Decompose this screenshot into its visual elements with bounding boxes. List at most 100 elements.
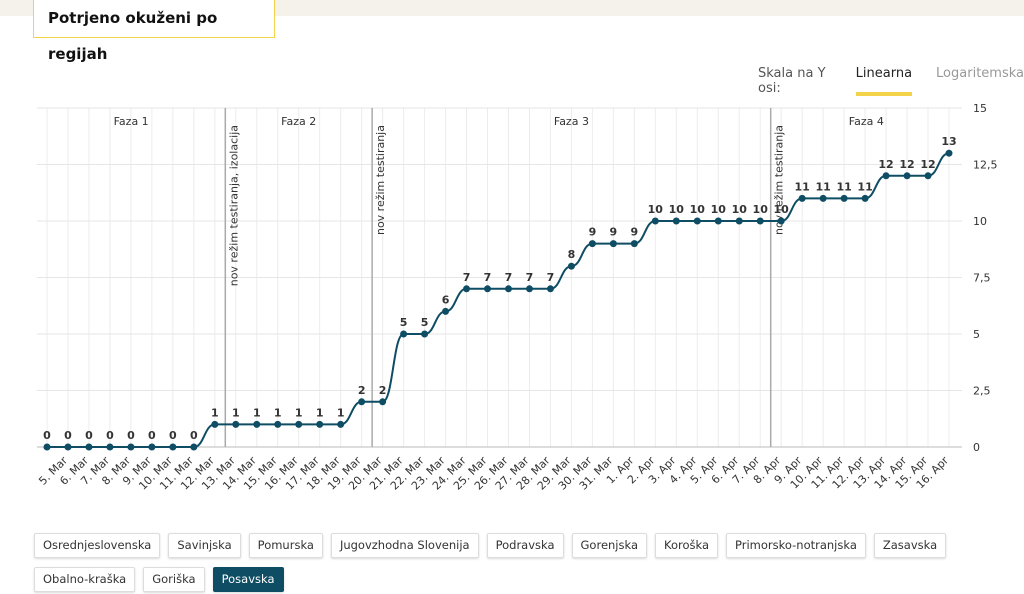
data-point (295, 420, 303, 428)
data-label: 11 (815, 180, 830, 193)
data-label: 1 (316, 406, 324, 419)
region-button[interactable]: Koroška (655, 533, 719, 558)
data-point (840, 194, 848, 202)
data-label: 11 (857, 180, 872, 193)
data-label: 6 (442, 293, 450, 306)
region-button[interactable]: Savinjska (168, 533, 241, 558)
data-point (484, 285, 492, 293)
marker-label: nov režim testiranja (374, 125, 387, 235)
data-label: 10 (648, 203, 664, 216)
data-label: 1 (337, 406, 345, 419)
data-label: 1 (232, 406, 240, 419)
data-point (609, 240, 617, 248)
data-point (400, 330, 408, 338)
data-label: 13 (941, 135, 956, 148)
data-label: 10 (669, 203, 685, 216)
phase-label: Faza 2 (281, 115, 316, 128)
data-label: 1 (295, 406, 303, 419)
data-point (504, 285, 512, 293)
region-button[interactable]: Obalno-kraška (34, 567, 136, 592)
data-point (421, 330, 429, 338)
data-point (630, 240, 638, 248)
data-point (525, 285, 533, 293)
data-label: 12 (920, 158, 935, 171)
data-point (127, 443, 135, 451)
data-point (442, 307, 450, 315)
data-label: 10 (732, 203, 748, 216)
data-point (777, 217, 785, 225)
region-buttons: Osrednjeslovenska Savinjska Pomurska Jugovz… (34, 533, 974, 592)
region-button[interactable]: Goriška (143, 567, 205, 592)
data-point (211, 420, 219, 428)
region-button[interactable]: Posavska (212, 567, 284, 592)
data-label: 9 (589, 226, 597, 239)
data-label: 7 (484, 271, 492, 284)
region-button[interactable]: Podravska (486, 533, 564, 558)
data-point (693, 217, 701, 225)
region-button[interactable]: Pomurska (248, 533, 323, 558)
y-tick-label: 10 (973, 215, 987, 228)
data-point (43, 443, 51, 451)
data-point (463, 285, 471, 293)
region-button[interactable]: Gorenjska (571, 533, 647, 558)
data-label: 5 (421, 316, 429, 329)
data-label: 0 (43, 429, 51, 442)
data-label: 7 (463, 271, 471, 284)
data-label: 7 (547, 271, 555, 284)
y-tick-label: 7,5 (973, 272, 991, 285)
data-point (190, 443, 198, 451)
region-button[interactable]: Zasavska (873, 533, 947, 558)
data-point (232, 420, 240, 428)
data-label: 10 (774, 203, 790, 216)
data-label: 2 (379, 384, 387, 397)
y-tick-label: 0 (973, 441, 980, 454)
region-button[interactable]: Jugovzhodna Slovenija (330, 533, 479, 558)
data-label: 8 (568, 248, 576, 261)
data-point (106, 443, 114, 451)
data-point (148, 443, 156, 451)
data-point (882, 172, 890, 180)
region-button[interactable]: Osrednjeslovenska (34, 533, 161, 558)
toggle-label: Skala na Y osi: (758, 66, 826, 96)
data-point (945, 149, 953, 157)
data-label: 0 (106, 429, 114, 442)
y-tick-label: 2,5 (973, 385, 991, 398)
data-point (169, 443, 177, 451)
data-point (316, 420, 324, 428)
data-point (672, 217, 680, 225)
scale-option[interactable]: Logaritemska (936, 66, 1024, 81)
data-label: 5 (400, 316, 408, 329)
data-point (567, 262, 575, 270)
data-label: 11 (795, 180, 810, 193)
y-tick-label: 5 (973, 328, 980, 341)
data-label: 0 (85, 429, 93, 442)
scale-option[interactable]: Linearna (855, 66, 913, 96)
data-label: 0 (127, 429, 135, 442)
data-label: 1 (253, 406, 261, 419)
data-label: 0 (169, 429, 177, 442)
y-tick-label: 12,5 (973, 159, 998, 172)
data-point (756, 217, 764, 225)
data-point (924, 172, 932, 180)
data-label: 12 (878, 158, 893, 171)
data-label: 0 (148, 429, 156, 442)
tab-title: Potrjeno okuženi po regijah (33, 0, 275, 63)
data-label: 7 (526, 271, 534, 284)
data-point (379, 398, 387, 406)
data-point (253, 420, 261, 428)
data-point (64, 443, 72, 451)
data-point (337, 420, 345, 428)
scale-toggle: Skala na Y osi: Linearna Logaritemska (758, 66, 1024, 96)
data-point (358, 398, 366, 406)
data-point (735, 217, 743, 225)
data-label: 9 (631, 226, 639, 239)
data-label: 9 (610, 226, 618, 239)
region-button[interactable]: Primorsko-notranjska (726, 533, 866, 558)
data-point (651, 217, 659, 225)
data-point (274, 420, 282, 428)
data-point (546, 285, 554, 293)
data-label: 10 (711, 203, 727, 216)
series-line (47, 152, 950, 448)
data-label: 10 (690, 203, 706, 216)
